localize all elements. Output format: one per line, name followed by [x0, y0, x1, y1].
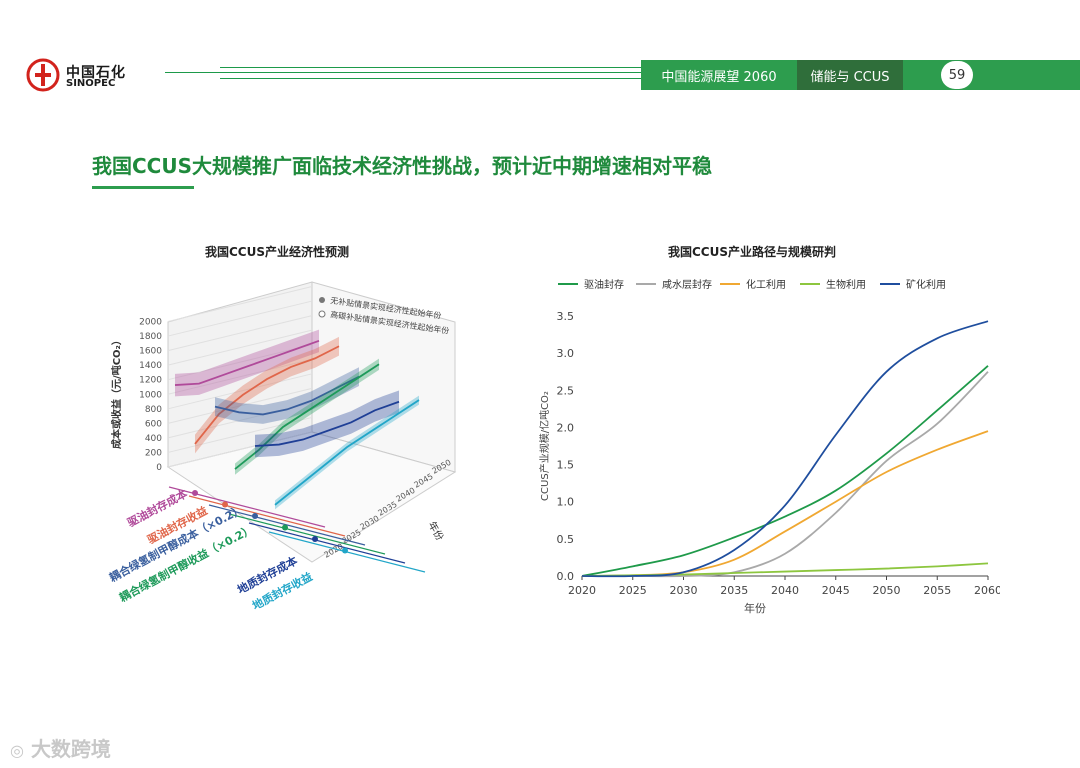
z-grid	[167, 431, 313, 468]
z-grid	[167, 329, 313, 366]
series-band-1	[195, 336, 339, 454]
chart-title-scale: 我国CCUS产业路径与规模研判	[668, 245, 837, 259]
x-tick-label: 2050	[873, 584, 901, 597]
z-tick-label: 1800	[139, 332, 162, 342]
floor-guide-4	[248, 522, 406, 564]
economics-3d-chart: 0 200 400 600 800 1000 1200 1400 1600 1800 2000 成本或…	[107, 281, 457, 613]
page-number-badge: 59	[941, 61, 973, 89]
x-tick-label: 2040	[771, 584, 799, 597]
logo-text-en: SINOPEC	[66, 78, 116, 89]
z-grid	[167, 387, 313, 424]
y-tick-label: 2.5	[557, 384, 575, 397]
x-tick-label: 2025	[619, 584, 647, 597]
start-year-marker-1	[222, 501, 228, 508]
watermark: ◎ 大数跨境	[10, 733, 111, 762]
x-tick-label: 2030	[670, 584, 698, 597]
section-name-band: 储能与 CCUS	[797, 60, 903, 90]
z-tick-label: 200	[145, 448, 162, 458]
x-tick-label: 2055	[923, 584, 951, 597]
y-tick-label: 0.0	[557, 570, 575, 583]
floor-guide-3	[228, 513, 386, 555]
legend-label-3: 生物利用	[826, 278, 866, 291]
series-line-1	[194, 345, 340, 445]
z-grid	[167, 300, 313, 337]
header-rule-1	[165, 72, 641, 73]
series-line-1	[582, 371, 989, 578]
legend-marker-1	[318, 310, 326, 318]
page-title: 我国CCUS大规模推广面临技术经济性挑战，预计近中期增速相对平稳	[92, 154, 712, 178]
year-axis-title: 年份	[425, 519, 446, 543]
z-tick-label: 1000	[139, 390, 162, 400]
y-tick-label: 2.0	[557, 421, 575, 434]
y-tick-label: 1.0	[557, 496, 575, 509]
y-axis-title: CCUS产业规模/亿吨CO₂	[538, 391, 551, 501]
legend-label-4: 矿化利用	[906, 278, 946, 291]
series-band-2	[215, 367, 359, 424]
series-line-5	[274, 399, 420, 506]
y-tick-label: 0.5	[557, 533, 575, 546]
title-underline	[92, 186, 194, 189]
start-year-marker-4	[312, 536, 318, 542]
series-line-2	[214, 375, 360, 416]
x-tick-label: 2045	[822, 584, 850, 597]
start-year-marker-0	[192, 490, 198, 496]
watermark-text: 大数跨境	[30, 737, 111, 761]
scale-line-chart: 驱油封存 咸水层封存 化工利用 生物利用 矿化利用 0.0 0.5 1.0 1.5 2.0 2.5 3…	[538, 278, 1000, 615]
z-tick-label: 800	[145, 405, 162, 415]
chart-title-economics: 我国CCUS产业经济性预测	[205, 245, 350, 259]
series-line-3	[234, 363, 380, 470]
floor-guide-1	[188, 495, 346, 537]
start-year-marker-2	[252, 513, 258, 519]
sinopec-logo-icon	[26, 58, 60, 92]
floor-guide-2	[208, 504, 366, 546]
z-tick-label: 400	[145, 434, 162, 444]
z-tick-label: 2000	[139, 318, 162, 328]
legend-marker-0	[319, 297, 325, 303]
x-axis-title: 年份	[744, 601, 766, 615]
start-year-marker-3	[282, 524, 288, 531]
y-tick-label: 3.5	[557, 310, 575, 323]
series-line-4	[254, 400, 400, 447]
z-tick-label: 0	[156, 463, 162, 473]
series-band-4	[255, 390, 399, 458]
legend-label-1: 咸水层封存	[662, 278, 712, 291]
x-tick-label: 2035	[720, 584, 748, 597]
z-grid	[167, 373, 313, 410]
z-grid	[167, 315, 313, 352]
z-grid	[167, 344, 313, 381]
header-rule-3	[220, 78, 641, 79]
z-tick-label: 1600	[139, 347, 162, 357]
series-line-0	[581, 365, 989, 577]
header-rule-2	[220, 67, 641, 68]
y-tick-label: 1.5	[557, 459, 575, 472]
z-axis-title: 成本或收益（元/吨CO₂）	[110, 335, 123, 449]
z-tick-label: 600	[145, 419, 162, 429]
report-name-band: 中国能源展望 2060	[641, 60, 797, 90]
start-year-marker-5	[342, 547, 348, 554]
series-line-0	[174, 339, 320, 386]
logo-text-cn: 中国石化	[66, 65, 126, 81]
z-tick-label: 1400	[139, 361, 162, 371]
legend-label-2: 化工利用	[746, 278, 786, 291]
watermark-icon: ◎	[10, 741, 24, 760]
z-grid	[167, 286, 313, 322]
x-tick-label: 2060	[974, 584, 1000, 597]
x-tick-label: 2020	[568, 584, 596, 597]
legend-label-0: 驱油封存	[584, 278, 624, 291]
y-tick-label: 3.0	[557, 347, 575, 360]
series-line-4	[581, 320, 989, 578]
z-tick-label: 1200	[139, 376, 162, 386]
z-grid	[167, 358, 313, 395]
header-band-right	[903, 60, 1080, 90]
